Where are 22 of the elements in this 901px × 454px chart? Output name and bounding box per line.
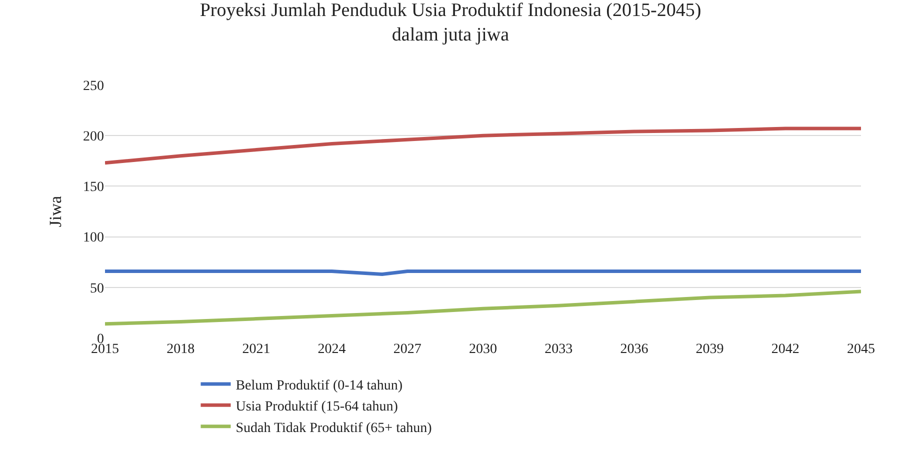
x-tick-label: 2030: [469, 342, 497, 357]
y-tick-label: 250: [83, 78, 104, 94]
x-tick-label: 2021: [242, 342, 270, 357]
x-tick-label: 2018: [166, 342, 195, 357]
x-tick-label: 2045: [847, 342, 875, 357]
x-tick-label: 2024: [318, 342, 346, 357]
y-axis-title: Jiwa: [46, 195, 65, 228]
y-tick-label: 200: [83, 130, 104, 144]
x-tick-label: 2033: [544, 342, 573, 357]
y-tick-label: 50: [90, 281, 104, 296]
line-series: [105, 290, 861, 326]
legend-label: Sudah Tidak Produktif (65+ tahun): [236, 420, 432, 436]
legend-label: Belum Produktif (0-14 tahun): [236, 378, 403, 394]
x-tick-label: 2027: [393, 342, 422, 357]
legend-label: Usia Produktif (15-64 tahun): [236, 400, 398, 415]
x-tick-label: 2036: [620, 342, 648, 357]
y-tick-label: 100: [83, 230, 104, 246]
chart-title: Proyeksi Jumlah Penduduk Usia Produktif Indonesia (2015-2045) dalam juta jiwa: [200, 0, 702, 46]
line-series: [105, 126, 861, 165]
y-tick-label: 150: [83, 180, 104, 196]
x-tick-label: 2042: [771, 342, 800, 357]
x-tick-label: 2039: [696, 342, 724, 357]
